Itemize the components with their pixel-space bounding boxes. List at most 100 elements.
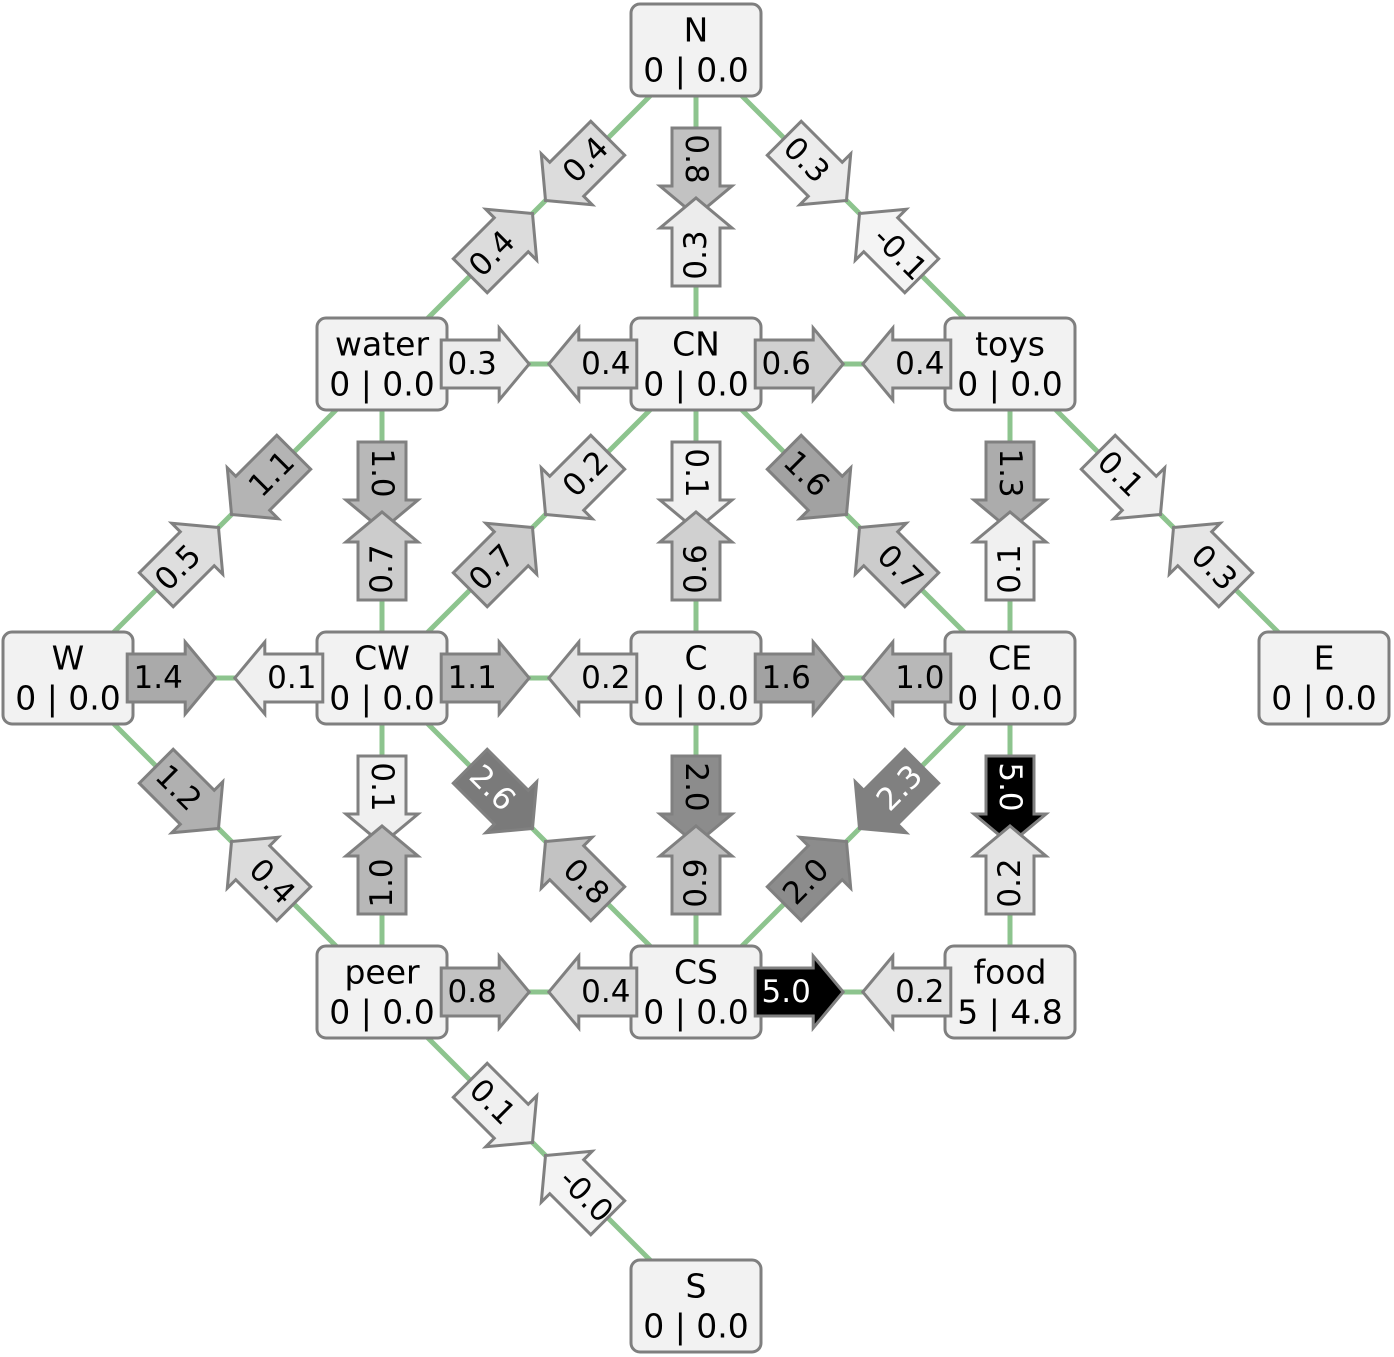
node-label: toys [975, 325, 1045, 364]
arrow-CN-to-toys: 0.6 [753, 323, 846, 405]
arrow-shape [546, 951, 639, 1033]
arrow-label: 0.4 [581, 346, 630, 382]
arrow-shape [853, 207, 941, 295]
arrow-shape [969, 754, 1051, 846]
arrow-shape [765, 433, 853, 521]
edge-N-toys [694, 48, 1012, 366]
node-box [1257, 630, 1391, 726]
arrow-shape [753, 951, 846, 1033]
arrow-shape [655, 754, 737, 846]
arrow-toys-to-CN: 0.4 [860, 323, 953, 405]
arrow-label: 5.0 [992, 762, 1028, 811]
arrow-label: 1.0 [895, 660, 944, 696]
edge-CW-CS [380, 676, 698, 994]
node-W[interactable]: W0 | 0.0 [1, 630, 135, 726]
arrow-label: 1.1 [448, 660, 497, 696]
edge-N-water [380, 48, 698, 366]
arrow-shape [853, 747, 941, 835]
arrow-shape [232, 637, 325, 719]
arrow-shape [125, 637, 218, 719]
node-S[interactable]: S0 | 0.0 [629, 1258, 763, 1354]
arrow-toys-to-CE: 1.3 [969, 440, 1051, 532]
arrow-shape [539, 835, 627, 923]
node-E[interactable]: E0 | 0.0 [1257, 630, 1391, 726]
arrow-label: 0.4 [581, 974, 630, 1010]
arrow-C-to-CN: 0.6 [655, 510, 737, 602]
node-label: food [974, 953, 1047, 992]
arrow-food-to-CE: 0.2 [969, 824, 1051, 916]
arrow-shape [546, 323, 639, 405]
arrow-shape [765, 119, 853, 207]
node-N[interactable]: N0 | 0.0 [629, 2, 763, 98]
node-CN[interactable]: CN0 | 0.0 [629, 316, 763, 412]
arrow-shape [341, 824, 423, 916]
arrow-water-to-CW: 1.0 [341, 440, 423, 532]
arrow-label: 1.6 [762, 660, 811, 696]
arrow-label: 0.8 [678, 134, 714, 183]
node-value: 0 | 0.0 [643, 993, 749, 1032]
arrow-shape [655, 196, 737, 288]
arrow-water-to-CN: 0.3 [439, 323, 532, 405]
node-label: CN [672, 325, 720, 364]
arrow-shape [753, 637, 846, 719]
arrow-label: 0.3 [448, 346, 497, 382]
arrow-shape [655, 510, 737, 602]
arrow-shape [539, 433, 627, 521]
node-CS[interactable]: CS0 | 0.0 [629, 944, 763, 1040]
arrow-shape [539, 1149, 627, 1237]
node-label: peer [344, 953, 420, 992]
arrow-label: 0.6 [762, 346, 811, 382]
arrow-CW-to-peer: 0.1 [341, 754, 423, 846]
node-label: water [335, 325, 429, 364]
arrow-label: 0.9 [678, 858, 714, 907]
edge-CE-CS [694, 676, 1012, 994]
arrow-S-to-peer: -0.0 [539, 1149, 627, 1237]
arrow-N-to-CN: 0.8 [655, 126, 737, 218]
arrow-shape [860, 951, 953, 1033]
arrow-shape [860, 637, 953, 719]
arrow-shape [225, 835, 313, 923]
arrow-shape [341, 510, 423, 602]
arrow-shape [137, 747, 225, 835]
node-value: 0 | 0.0 [957, 679, 1063, 718]
node-box [629, 2, 763, 98]
arrow-peer-to-CS: 0.8 [439, 951, 532, 1033]
node-C[interactable]: C0 | 0.0 [629, 630, 763, 726]
node-label: CW [354, 639, 410, 678]
arrow-shape [439, 951, 532, 1033]
node-CW[interactable]: CW0 | 0.0 [315, 630, 449, 726]
node-CE[interactable]: CE0 | 0.0 [943, 630, 1077, 726]
arrow-shape [451, 207, 539, 295]
arrow-label: 1.0 [364, 858, 400, 907]
arrow-shape [655, 126, 737, 218]
arrow-CW-to-water: 0.7 [341, 510, 423, 602]
arrow-food-to-CS: 0.2 [860, 951, 953, 1033]
node-label: W [52, 639, 85, 678]
node-label: CE [988, 639, 1032, 678]
node-value: 0 | 0.0 [1271, 679, 1377, 718]
edge-toys-E [1008, 362, 1326, 680]
node-value: 5 | 4.8 [957, 993, 1063, 1032]
arrow-shape [1079, 433, 1167, 521]
arrow-label: 0.1 [678, 448, 714, 497]
arrow-label: 0.1 [364, 762, 400, 811]
arrow-label: 1.0 [364, 448, 400, 497]
node-label: N [684, 11, 709, 50]
node-value: 0 | 0.0 [643, 51, 749, 90]
arrow-shape [753, 323, 846, 405]
arrow-CW-to-C: 1.1 [439, 637, 532, 719]
arrow-shape [341, 754, 423, 846]
arrow-C-to-CS: 2.0 [655, 754, 737, 846]
edge-CN-CW [380, 362, 698, 680]
node-label: S [686, 1267, 707, 1306]
arrow-shape [655, 824, 737, 916]
arrow-label: 0.2 [992, 858, 1028, 907]
node-value: 0 | 0.0 [329, 679, 435, 718]
arrow-label: 0.7 [364, 544, 400, 593]
arrow-CS-to-C: 0.9 [655, 824, 737, 916]
